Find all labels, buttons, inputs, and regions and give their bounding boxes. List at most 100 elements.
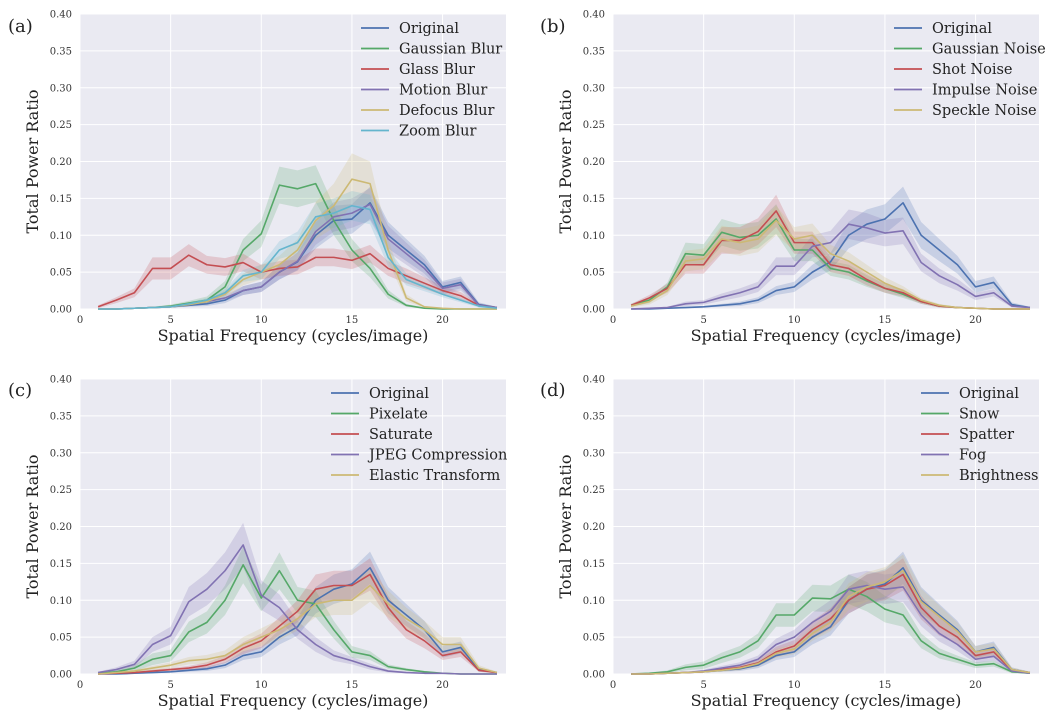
series-line-pixelate xyxy=(98,564,497,675)
x-tick-label: 10 xyxy=(788,680,801,691)
legend-label: Fog xyxy=(959,448,986,464)
legend-label: Gaussian Noise xyxy=(932,42,1046,58)
x-tick-label: 20 xyxy=(969,315,982,326)
legend-label: Saturate xyxy=(369,427,433,443)
series-band-gaussian-blur xyxy=(98,165,497,309)
legend-label: Original xyxy=(399,21,459,37)
y-tick-label: 0.20 xyxy=(50,522,72,533)
x-tick-label: 15 xyxy=(879,315,892,326)
series-band-defocus-blur xyxy=(98,153,497,309)
y-tick-label: 0.40 xyxy=(583,10,605,21)
x-tick-label: 5 xyxy=(700,680,706,691)
series-line-zoom-blur xyxy=(98,204,498,310)
chart-panel-3: 0.00 0.05 0.10 0.15 0.20 0.25 0.30 0.35 0.40 0 5 10… xyxy=(8,375,507,711)
x-tick-label: 5 xyxy=(167,680,173,691)
series-line-original xyxy=(98,566,498,675)
legend-label: Speckle Noise xyxy=(932,103,1037,119)
series-band-speckle-noise xyxy=(631,205,1030,309)
chart-panel-2: 0.00 0.05 0.10 0.15 0.20 0.25 0.30 0.35 0.40 0 5 10… xyxy=(540,10,1046,346)
y-tick-label: 0.25 xyxy=(50,120,72,131)
y-tick-label: 0.40 xyxy=(50,375,72,386)
legend-label: Shot Noise xyxy=(932,62,1013,78)
x-tick-label: 5 xyxy=(167,315,173,326)
series-line-jpeg-compression xyxy=(97,544,497,675)
y-tick-label: 0.25 xyxy=(583,120,605,131)
y-tick-label: 0.10 xyxy=(583,596,605,607)
legend-label: Original xyxy=(932,21,992,37)
y-tick-label: 0.25 xyxy=(583,485,605,496)
y-tick-label: 0.35 xyxy=(50,411,72,422)
y-tick-label: 0.30 xyxy=(50,83,72,94)
legend-label: Pixelate xyxy=(369,407,428,423)
y-tick-label: 0.20 xyxy=(583,522,605,533)
x-tick-label: 0 xyxy=(610,315,616,326)
series-line-saturate xyxy=(98,573,498,675)
series-band-saturate xyxy=(98,558,497,674)
x-axis-label: Spatial Frequency (cycles/image) xyxy=(158,326,429,345)
x-tick-label: 15 xyxy=(346,315,359,326)
legend-label: Gaussian Blur xyxy=(399,42,502,58)
series-band-brightness xyxy=(631,554,1030,674)
x-axis-label: Spatial Frequency (cycles/image) xyxy=(691,691,962,710)
series-line-original xyxy=(631,202,1031,310)
y-tick-label: 0.35 xyxy=(583,46,605,57)
legend-label: Brightness xyxy=(959,468,1038,484)
series-line-snow xyxy=(631,588,1031,675)
y-tick-label: 0.00 xyxy=(583,305,605,316)
y-tick-label: 0.20 xyxy=(50,157,72,168)
legend-label: Glass Blur xyxy=(399,62,475,78)
y-tick-label: 0.25 xyxy=(50,485,72,496)
x-tick-label: 0 xyxy=(77,315,83,326)
x-tick-label: 10 xyxy=(255,680,268,691)
x-axis-label: Spatial Frequency (cycles/image) xyxy=(691,326,962,345)
y-tick-label: 0.05 xyxy=(583,268,605,279)
x-tick-label: 20 xyxy=(969,680,982,691)
y-tick-label: 0.30 xyxy=(50,448,72,459)
y-tick-label: 0.20 xyxy=(583,157,605,168)
y-tick-label: 0.30 xyxy=(583,448,605,459)
y-tick-label: 0.00 xyxy=(583,670,605,681)
x-tick-label: 10 xyxy=(788,315,801,326)
x-tick-label: 15 xyxy=(879,680,892,691)
y-tick-label: 0.40 xyxy=(583,375,605,386)
y-tick-label: 0.05 xyxy=(583,633,605,644)
y-tick-label: 0.35 xyxy=(583,411,605,422)
chart-panel-1: 0.00 0.05 0.10 0.15 0.20 0.25 0.30 0.35 0.40 0 5 10… xyxy=(8,10,506,345)
legend-label: Defocus Blur xyxy=(399,103,494,119)
legend-label: Original xyxy=(959,386,1019,402)
legend-label: JPEG Compression xyxy=(367,448,507,464)
legend-label: Motion Blur xyxy=(399,83,487,99)
series-line-impulse-noise xyxy=(631,223,1031,310)
y-tick-label: 0.10 xyxy=(583,231,605,242)
legend-label: Snow xyxy=(959,407,1000,423)
y-tick-label: 0.15 xyxy=(583,194,605,205)
x-tick-label: 10 xyxy=(255,315,268,326)
x-tick-label: 20 xyxy=(436,315,449,326)
y-tick-label: 0.15 xyxy=(583,559,605,570)
y-tick-label: 0.10 xyxy=(50,231,72,242)
legend-label: Spatter xyxy=(959,427,1014,443)
y-tick-label: 0.15 xyxy=(50,559,72,570)
y-tick-label: 0.10 xyxy=(50,596,72,607)
series-line-speckle-noise xyxy=(630,219,1030,310)
series-band-elastic-transform xyxy=(98,569,497,674)
y-tick-label: 0.00 xyxy=(50,670,72,681)
y-tick-label: 0.05 xyxy=(50,633,72,644)
y-tick-label: 0.05 xyxy=(50,268,72,279)
legend-label: Zoom Blur xyxy=(399,124,477,140)
series-band-jpeg-compression xyxy=(98,522,497,674)
chart-panel-4: 0.00 0.05 0.10 0.15 0.20 0.25 0.30 0.35 0.40 0 5 10… xyxy=(540,375,1039,710)
series-line-glass-blur xyxy=(97,252,498,309)
y-axis-label: Total Power Ratio xyxy=(556,454,575,598)
x-tick-label: 5 xyxy=(700,315,706,326)
panel-label: (a) xyxy=(8,16,33,37)
panel-label: (b) xyxy=(540,16,566,37)
series-band-snow xyxy=(631,574,1030,674)
x-tick-label: 15 xyxy=(346,680,359,691)
y-axis-label: Total Power Ratio xyxy=(23,454,42,598)
panel-label: (c) xyxy=(8,380,32,401)
y-tick-label: 0.40 xyxy=(50,10,72,21)
y-tick-label: 0.30 xyxy=(583,83,605,94)
x-tick-label: 20 xyxy=(436,680,449,691)
